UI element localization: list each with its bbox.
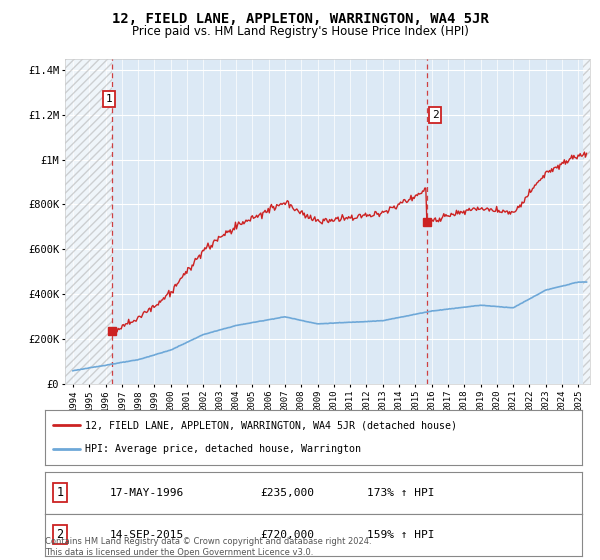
- Text: 1: 1: [56, 486, 64, 499]
- Text: £720,000: £720,000: [260, 530, 314, 539]
- Text: 173% ↑ HPI: 173% ↑ HPI: [367, 488, 434, 497]
- Text: Price paid vs. HM Land Registry's House Price Index (HPI): Price paid vs. HM Land Registry's House …: [131, 25, 469, 38]
- Text: HPI: Average price, detached house, Warrington: HPI: Average price, detached house, Warr…: [85, 445, 361, 454]
- Text: 2: 2: [56, 528, 64, 541]
- Text: 12, FIELD LANE, APPLETON, WARRINGTON, WA4 5JR: 12, FIELD LANE, APPLETON, WARRINGTON, WA…: [112, 12, 488, 26]
- Text: Contains HM Land Registry data © Crown copyright and database right 2024.
This d: Contains HM Land Registry data © Crown c…: [45, 537, 371, 557]
- Text: 14-SEP-2015: 14-SEP-2015: [109, 530, 184, 539]
- Text: 159% ↑ HPI: 159% ↑ HPI: [367, 530, 434, 539]
- Text: 17-MAY-1996: 17-MAY-1996: [109, 488, 184, 497]
- Text: £235,000: £235,000: [260, 488, 314, 497]
- Text: 1: 1: [106, 94, 113, 104]
- Text: 12, FIELD LANE, APPLETON, WARRINGTON, WA4 5JR (detached house): 12, FIELD LANE, APPLETON, WARRINGTON, WA…: [85, 421, 457, 430]
- Text: 2: 2: [431, 110, 439, 120]
